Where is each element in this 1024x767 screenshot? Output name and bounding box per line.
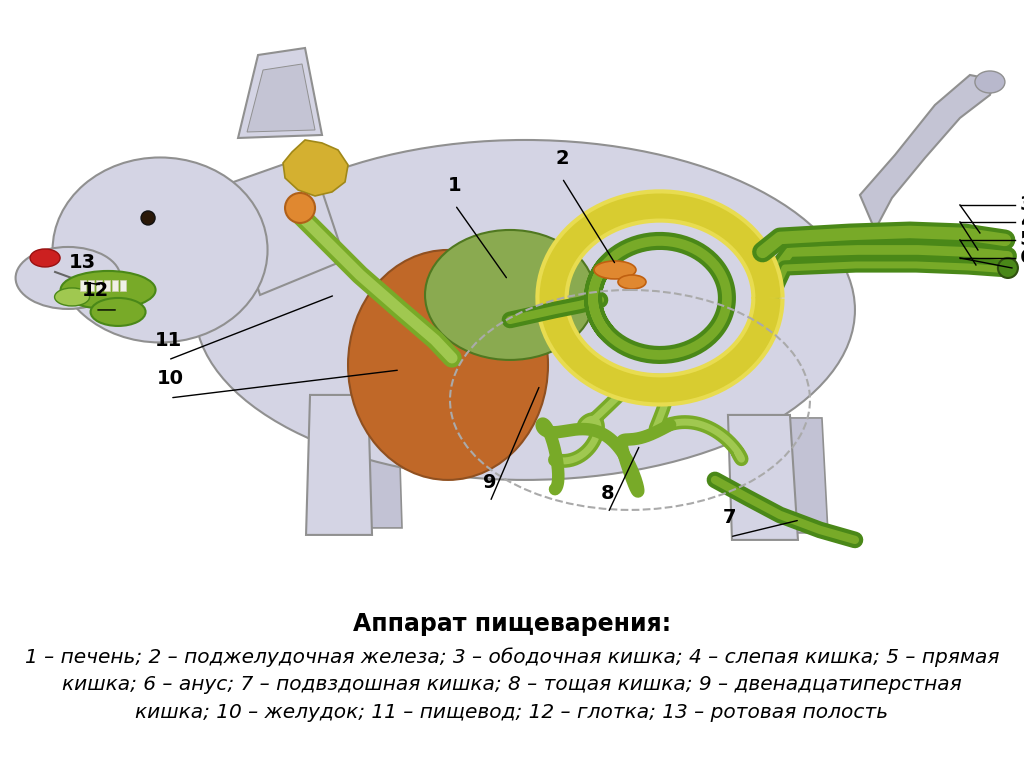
Bar <box>96 280 102 291</box>
Ellipse shape <box>54 288 89 306</box>
Polygon shape <box>860 75 995 230</box>
Text: Аппарат пищеварения:: Аппарат пищеварения: <box>353 612 671 636</box>
Ellipse shape <box>52 157 267 342</box>
Text: 13: 13 <box>69 253 95 272</box>
Ellipse shape <box>30 249 60 267</box>
Ellipse shape <box>195 140 855 480</box>
Polygon shape <box>728 415 798 540</box>
Ellipse shape <box>60 271 156 309</box>
Bar <box>104 280 110 291</box>
Polygon shape <box>283 140 348 196</box>
Text: кишка; 6 – анус; 7 – подвздошная кишка; 8 – тощая кишка; 9 – двенадцатиперстная: кишка; 6 – анус; 7 – подвздошная кишка; … <box>62 675 962 694</box>
Ellipse shape <box>348 250 548 480</box>
Text: 7: 7 <box>723 508 736 527</box>
Text: 11: 11 <box>155 331 181 350</box>
Text: 3: 3 <box>1020 196 1024 215</box>
Circle shape <box>285 193 315 223</box>
Bar <box>120 280 126 291</box>
Polygon shape <box>338 400 402 528</box>
Bar <box>112 280 118 291</box>
Text: кишка; 10 – желудок; 11 – пищевод; 12 – глотка; 13 – ротовая полость: кишка; 10 – желудок; 11 – пищевод; 12 – … <box>135 703 889 722</box>
Ellipse shape <box>425 230 595 360</box>
Polygon shape <box>225 155 345 295</box>
Bar <box>80 280 86 291</box>
Ellipse shape <box>90 298 145 326</box>
Text: 2: 2 <box>555 149 568 168</box>
Ellipse shape <box>617 275 646 289</box>
Text: 1: 1 <box>449 176 462 195</box>
Bar <box>88 280 94 291</box>
Text: 5: 5 <box>1020 230 1024 249</box>
Text: 9: 9 <box>483 473 497 492</box>
Polygon shape <box>762 418 828 533</box>
Text: 1 – печень; 2 – поджелудочная железа; 3 – ободочная кишка; 4 – слепая кишка; 5 –: 1 – печень; 2 – поджелудочная железа; 3 … <box>25 647 999 667</box>
Polygon shape <box>238 48 322 138</box>
Text: 6: 6 <box>1020 249 1024 268</box>
Ellipse shape <box>975 71 1005 93</box>
Text: 8: 8 <box>601 484 614 503</box>
Text: 10: 10 <box>157 369 183 388</box>
Polygon shape <box>306 395 372 535</box>
Polygon shape <box>247 64 315 132</box>
Ellipse shape <box>15 247 121 309</box>
Ellipse shape <box>594 261 636 279</box>
Circle shape <box>998 258 1018 278</box>
Text: 12: 12 <box>82 281 109 300</box>
Circle shape <box>141 211 155 225</box>
Text: 4: 4 <box>1020 212 1024 232</box>
